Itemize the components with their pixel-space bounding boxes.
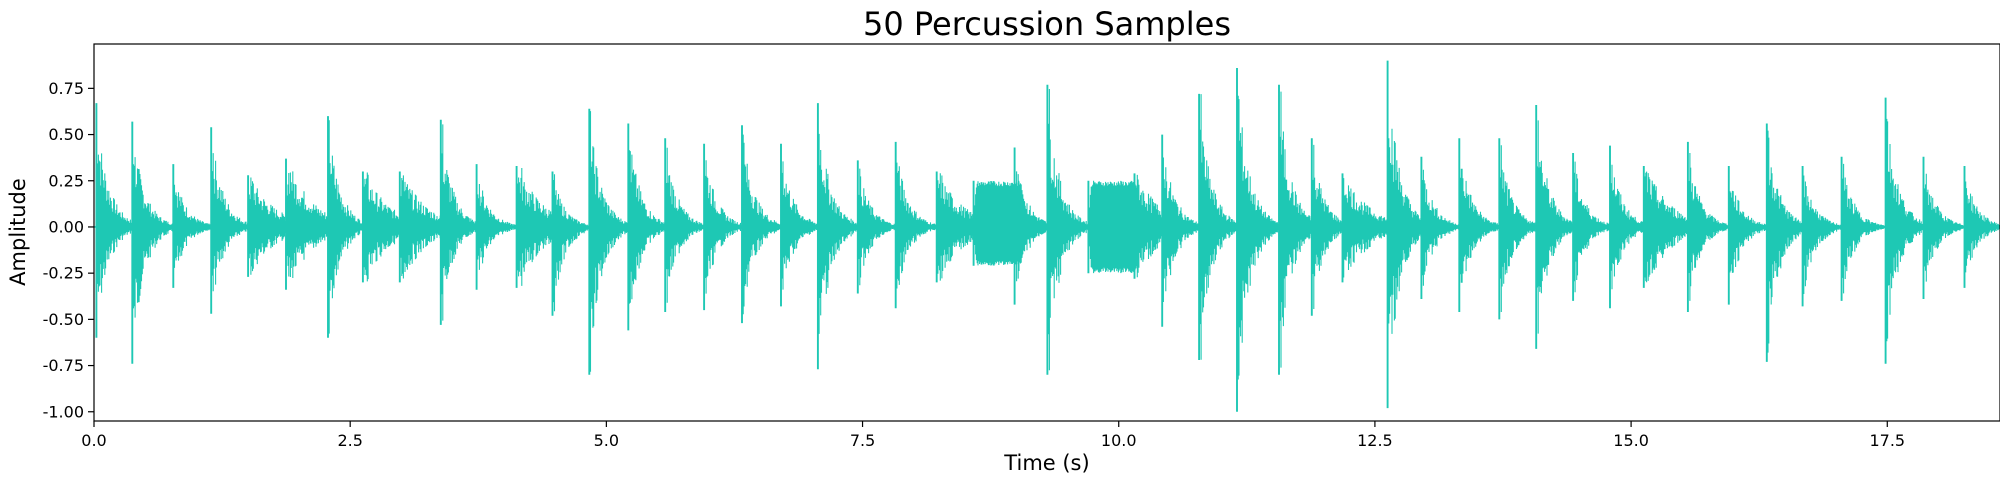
x-axis: 0.0 2.5 5.0 7.5 10.0 12.5 15.0 17.5	[81, 421, 1905, 450]
y-tick-label: 0.00	[48, 217, 84, 236]
y-tick-label: 0.75	[48, 79, 84, 98]
y-tick-label: -0.25	[43, 264, 84, 283]
y-tick-label: -0.50	[43, 310, 84, 329]
x-tick-label: 17.5	[1869, 431, 1905, 450]
y-axis-label: Amplitude	[6, 178, 30, 286]
x-axis-label: Time (s)	[1003, 451, 1089, 475]
x-tick-label: 2.5	[337, 431, 362, 450]
y-tick-label: -1.00	[43, 402, 84, 421]
x-tick-label: 12.5	[1357, 431, 1393, 450]
x-tick-label: 15.0	[1613, 431, 1649, 450]
y-tick-label: -0.75	[43, 356, 84, 375]
x-tick-label: 5.0	[594, 431, 619, 450]
y-tick-label: 0.50	[48, 125, 84, 144]
y-tick-label: 0.25	[48, 171, 84, 190]
x-tick-label: 0.0	[81, 431, 106, 450]
plot-area	[94, 60, 2000, 412]
chart-title: 50 Percussion Samples	[863, 5, 1231, 43]
plot-frame	[93, 43, 2000, 422]
x-tick-label: 10.0	[1101, 431, 1137, 450]
y-axis: 0.75 0.50 0.25 0.00 -0.25 -0.50 -0.75 -1.00	[43, 79, 94, 421]
waveform-hit-51	[1963, 166, 2000, 288]
x-tick-label: 7.5	[850, 431, 875, 450]
